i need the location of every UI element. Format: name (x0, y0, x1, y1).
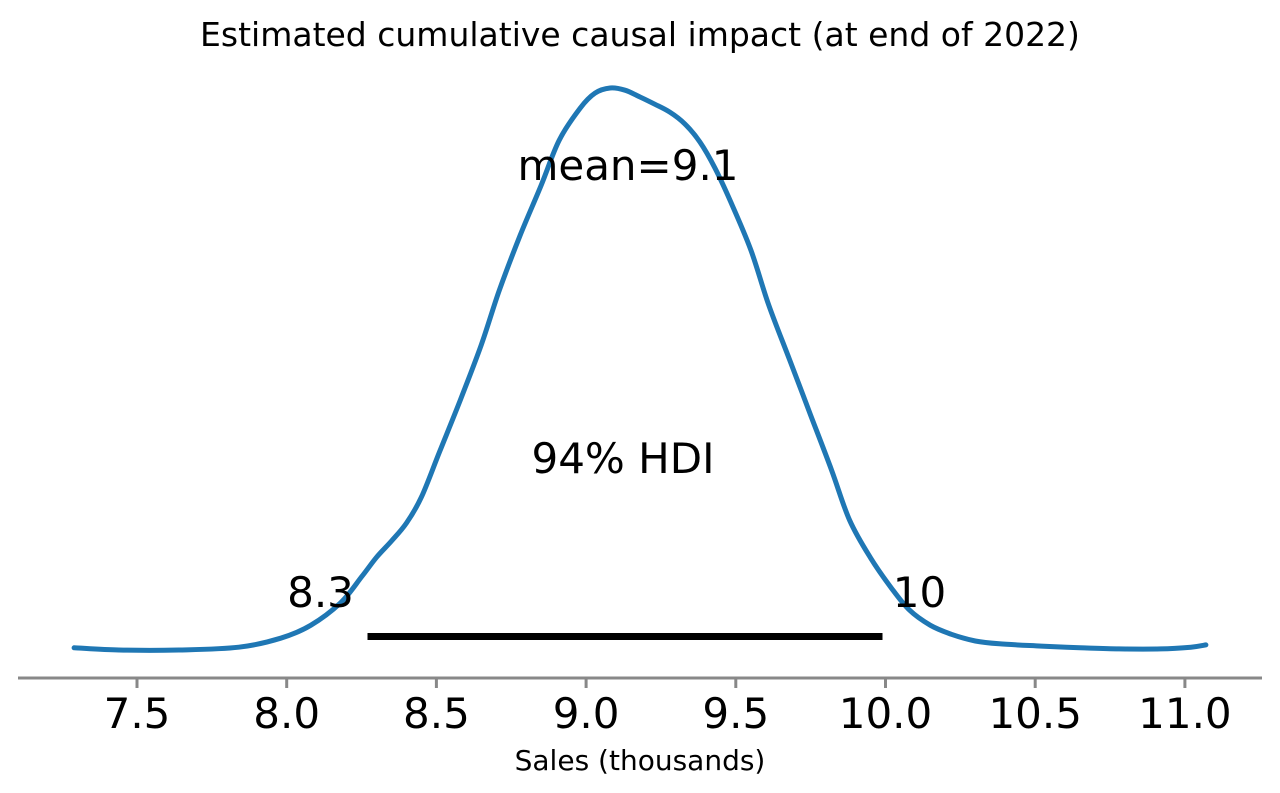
x-axis-ticks: 7.5 8.0 8.5 9.0 9.5 10.0 10.5 11.0 (104, 678, 1232, 738)
x-axis-tick-label: 8.5 (403, 689, 470, 738)
kde-curve (71, 85, 1209, 653)
x-axis-tick-label: 10.5 (988, 689, 1082, 738)
hdi-label: 94% HDI (531, 434, 714, 483)
x-axis-tick-label: 10.0 (839, 689, 933, 738)
mean-annotation: mean=9.1 (517, 141, 738, 190)
x-axis-tick-label: 11.0 (1138, 689, 1232, 738)
x-axis-label: Sales (thousands) (515, 744, 766, 777)
hdi-lower-bound-label: 8.3 (287, 568, 354, 617)
hdi-bar (367, 633, 883, 640)
x-axis-tick-label: 9.0 (553, 689, 620, 738)
x-axis-tick-label: 8.0 (253, 689, 320, 738)
hdi-upper-bound-label: 10 (893, 568, 946, 617)
chart-title: Estimated cumulative causal impact (at e… (200, 15, 1080, 54)
x-axis-tick-label: 9.5 (702, 689, 769, 738)
x-axis-tick-label: 7.5 (104, 689, 171, 738)
